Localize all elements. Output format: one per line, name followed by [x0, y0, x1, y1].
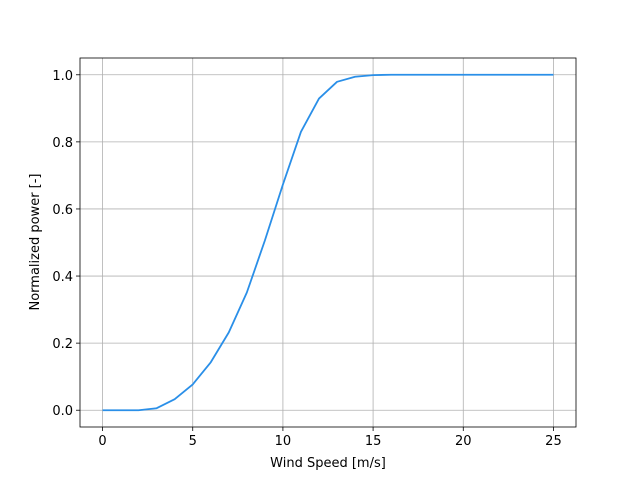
data-line	[102, 73, 554, 412]
y-tick-label: 0.4	[52, 270, 73, 285]
y-tick-label: 0.0	[52, 404, 73, 419]
y-tick-label: 0.8	[52, 136, 73, 151]
x-tick-label: 5	[189, 434, 197, 449]
y-axis-label: Normalized power [-]	[28, 173, 43, 310]
y-tick-label: 0.6	[52, 203, 73, 218]
x-tick-label: 10	[275, 434, 292, 449]
axes-frame	[79, 57, 577, 428]
x-axis-label: Wind Speed [m/s]	[270, 456, 386, 471]
x-tick-label: 25	[545, 434, 562, 449]
grid	[80, 58, 576, 427]
y-tick-label: 0.2	[52, 337, 73, 352]
y-tick-label: 1.0	[52, 69, 73, 84]
x-tick-label: 15	[365, 434, 382, 449]
x-tick-label: 0	[98, 434, 106, 449]
plot	[102, 73, 554, 412]
x-tick-label: 20	[455, 434, 472, 449]
